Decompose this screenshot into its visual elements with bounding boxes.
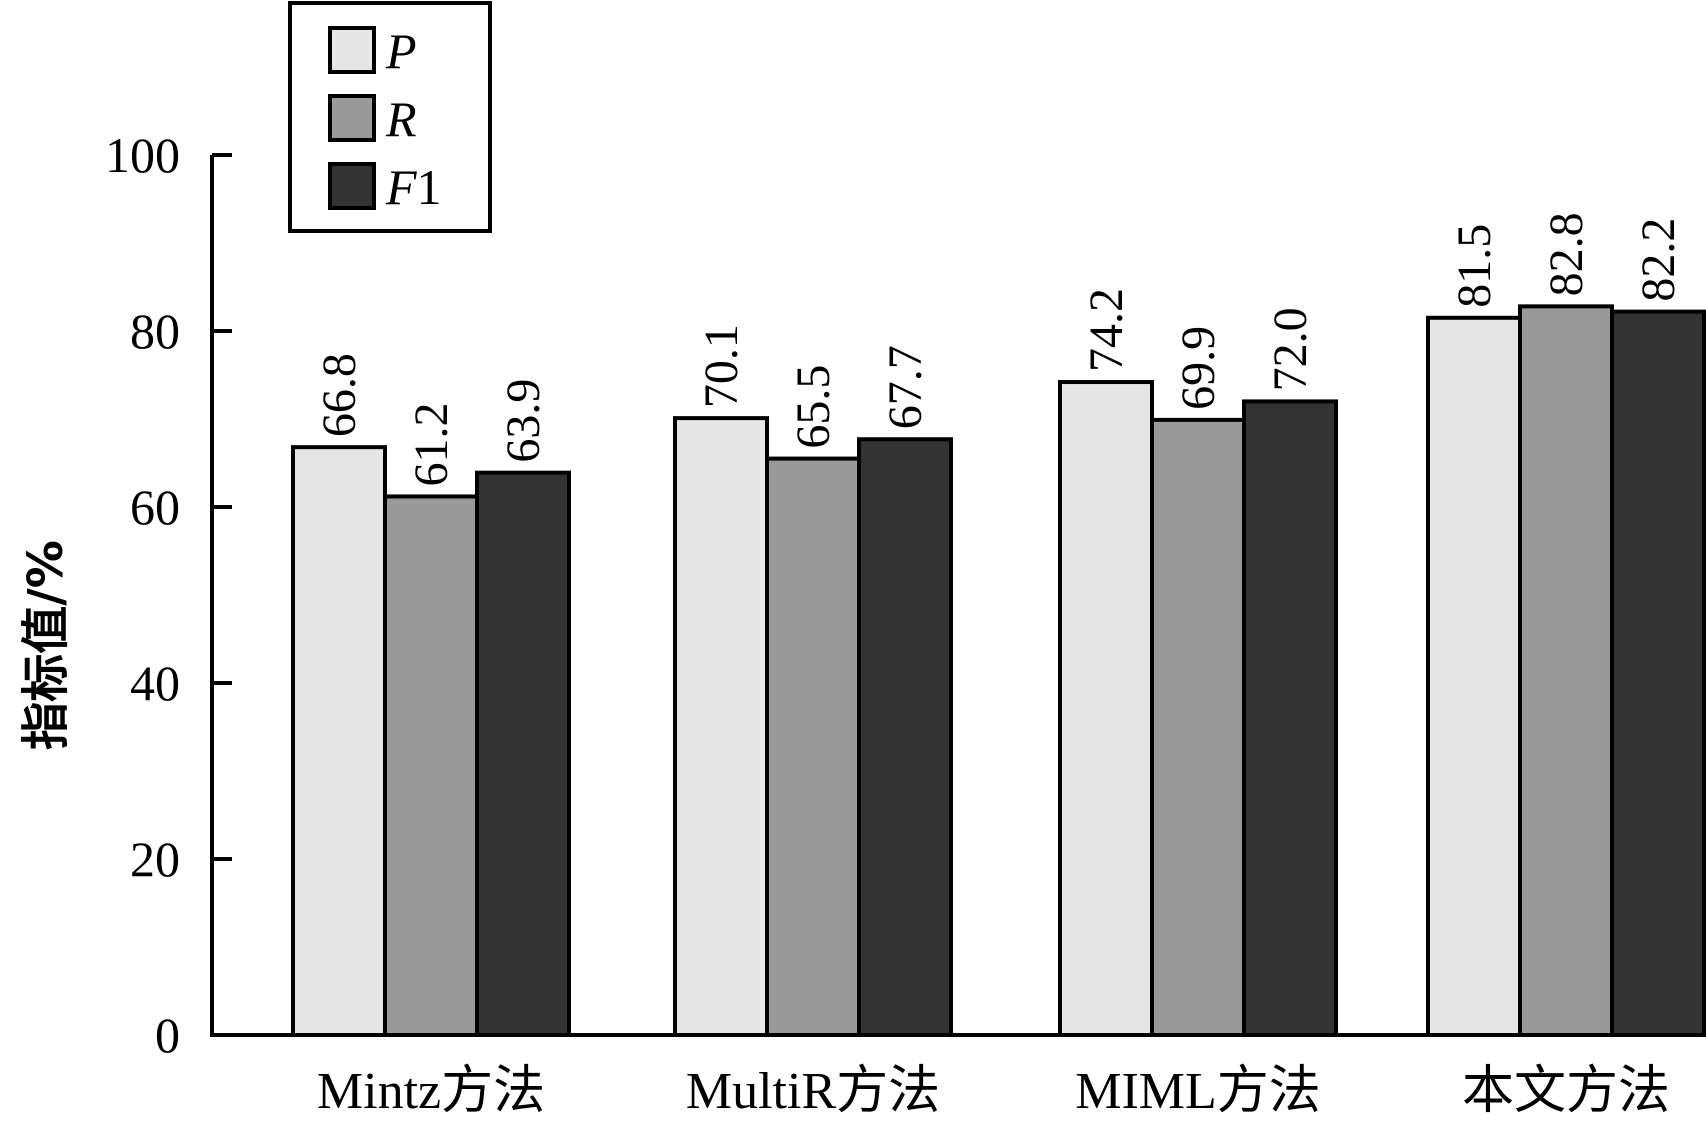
legend-label-p: P [385,23,417,79]
bar-f1-4 [1610,309,1706,1037]
legend-box [288,1,492,233]
bar-r-4 [1518,304,1614,1037]
legend-swatch-f1 [328,162,376,210]
x-axis-labels: Mintz方法 MultiR方法 MIML方法 本文方法 [317,1063,1670,1120]
y-tick-label: 20 [130,831,180,887]
y-tick-label: 40 [130,655,180,711]
bar-r-2 [765,456,861,1038]
bar-p-2 [673,416,769,1037]
bars [291,304,1706,1038]
value-label: 74.2 [1080,288,1133,372]
x-category-label: 本文方法 [1462,1063,1670,1120]
value-label: 63.9 [497,379,550,463]
legend-swatch-p [328,26,376,74]
x-category-label: Mintz方法 [317,1063,545,1120]
value-label: 69.9 [1172,326,1225,410]
value-label: 81.5 [1448,224,1501,308]
legend-label-f1: F1 [385,159,442,215]
value-label: 70.1 [695,324,748,408]
legend: PR F1 [288,1,492,233]
value-label: 67.7 [879,345,932,429]
legend-swatch-r [328,94,376,142]
y-tick-label: 60 [130,479,180,535]
x-category-label: MultiR方法 [686,1063,940,1120]
value-label: 65.5 [787,365,840,449]
y-tick-label: 80 [130,303,180,359]
bar-r-1 [383,494,479,1037]
bar-p-1 [291,445,387,1038]
bar-p-3 [1058,380,1154,1038]
value-label: 82.8 [1540,212,1593,296]
bar-f1-2 [857,437,953,1037]
bar-p-4 [1426,315,1522,1037]
bar-f1-3 [1242,399,1338,1037]
value-label: 82.2 [1632,218,1685,302]
y-axis-title: 指标值/% [18,540,74,750]
y-tick-label: 100 [105,127,180,183]
bar-f1-1 [475,470,571,1037]
bar-r-3 [1150,417,1246,1037]
legend-label-r: R [385,91,417,147]
y-tick-label: 0 [155,1007,180,1063]
value-label: 66.8 [313,353,366,437]
value-label: 72.0 [1264,307,1317,391]
value-label: 61.2 [405,402,458,486]
x-category-label: MIML方法 [1075,1063,1321,1120]
value-labels: 66.8 61.2 63.9 70.1 65.5 67.7 74.2 69.9 72.0 81.5… [313,212,1685,486]
